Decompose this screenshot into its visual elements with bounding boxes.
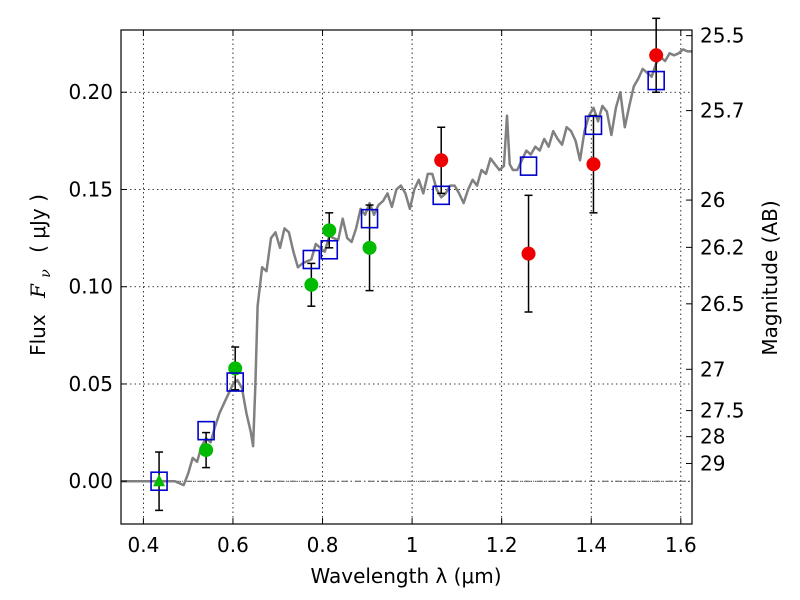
model-photometry-square <box>320 239 339 260</box>
y-tick-label: 0.00 <box>68 469 113 493</box>
y-axis-label-subscript: ν <box>38 269 54 278</box>
model-photometry-square <box>360 208 379 229</box>
magnitude-tick-label: 29 <box>700 451 725 475</box>
x-tick-label: 0.8 <box>307 533 339 557</box>
x-tick-label: 0.4 <box>127 533 159 557</box>
y-tick-label: 0.20 <box>68 80 113 104</box>
x-axis-label: Wavelength λ (μm) <box>310 564 501 588</box>
model-photometry-square <box>197 420 215 441</box>
model-photometry-square <box>432 185 451 206</box>
magnitude-tick-label: 25.7 <box>700 99 745 123</box>
model-photometry-square <box>226 372 244 392</box>
magnitude-tick-label: 27 <box>700 357 725 381</box>
x-tick-label: 1.2 <box>486 533 518 557</box>
x-tick-label: 1.6 <box>665 533 697 557</box>
svg-text:Flux F ν ( μ: Flux F ν ( μJy ) <box>26 194 55 356</box>
model-photometry-square <box>584 115 603 136</box>
magnitude-tick-label: 26 <box>700 188 725 212</box>
x-tick-label: 1 <box>406 533 419 557</box>
plot-frame <box>120 29 693 525</box>
magnitude-tick-label: 28 <box>700 425 725 449</box>
model-photometry-square <box>519 156 538 176</box>
y-tick-label: 0.15 <box>68 177 113 201</box>
optical-point <box>362 240 377 255</box>
y-axis-label-flux: Flux <box>26 314 50 356</box>
y-axis-label-symbol: F <box>26 283 50 299</box>
y-axis-label: Flux F ν ( μJy ) <box>26 194 55 356</box>
magnitude-tick-label: 27.5 <box>700 399 745 423</box>
optical-point <box>304 277 319 292</box>
optical-point <box>322 223 337 238</box>
model-photometry-square <box>150 471 168 492</box>
optical-point-upper-limit <box>153 474 166 487</box>
plot-area <box>121 17 692 512</box>
model-photometry-square <box>647 70 665 91</box>
magnitude-axis-label: Magnitude (AB) <box>758 200 782 355</box>
model-photometry-square <box>302 249 321 270</box>
magnitude-tick-label: 26.5 <box>700 292 745 316</box>
magnitude-tick-label: 26.2 <box>700 235 745 259</box>
y-axis: 0.00 0.05 0.10 0.15 0.20 <box>68 80 127 493</box>
nir-point <box>434 153 449 168</box>
y-tick-label: 0.05 <box>68 372 113 396</box>
x-tick-label: 0.6 <box>217 533 249 557</box>
nir-point <box>586 157 601 172</box>
magnitude-tick-label: 25.5 <box>700 24 745 48</box>
x-axis: 0.4 0.6 0.8 1 1.2 1.4 1.6 <box>127 30 697 557</box>
y-tick-label: 0.10 <box>68 275 113 299</box>
nir-point <box>521 246 536 261</box>
optical-point <box>199 443 214 458</box>
nir-point <box>649 48 664 63</box>
model-spectrum-line <box>121 48 692 487</box>
y-axis-label-unit: ( μJy ) <box>26 194 50 253</box>
x-tick-label: 1.4 <box>575 533 607 557</box>
optical-point <box>228 361 243 376</box>
